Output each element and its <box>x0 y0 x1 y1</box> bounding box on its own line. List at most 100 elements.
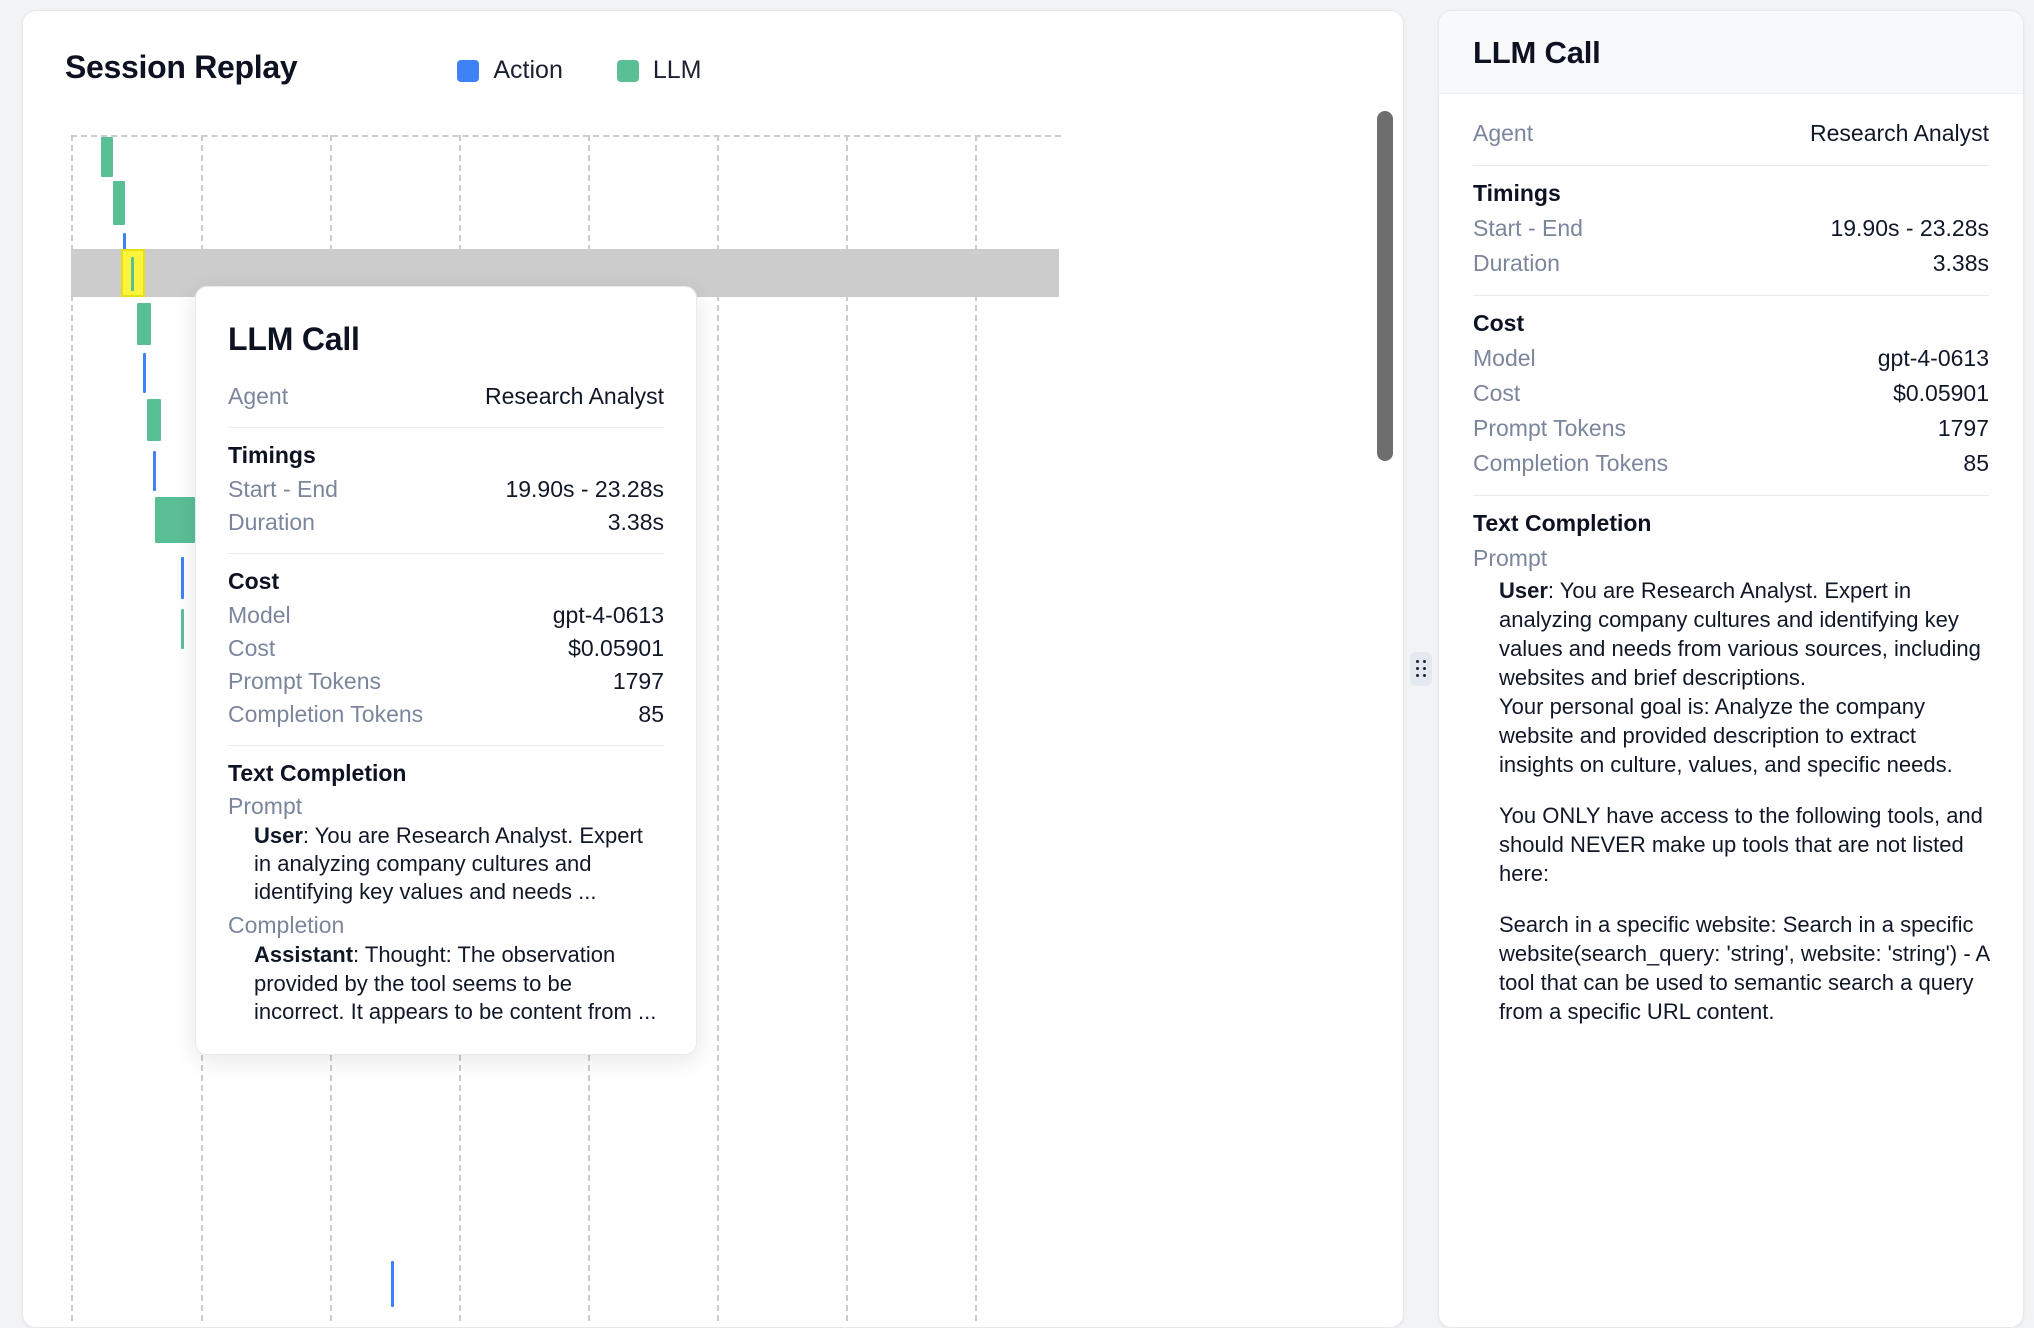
details-prompt-para-4: Search in a specific website: Search in … <box>1499 912 1990 1025</box>
timeline-bar-llm[interactable] <box>155 497 195 543</box>
details-agent-label: Agent <box>1473 120 1534 146</box>
tooltip-duration-label: Duration <box>228 509 315 535</box>
timeline-bar-llm[interactable] <box>113 181 125 225</box>
details-duration-label: Duration <box>1473 250 1560 276</box>
tooltip-duration-row: Duration 3.38s <box>228 506 664 539</box>
gridline <box>975 135 977 1321</box>
divider <box>1473 495 1989 496</box>
tooltip-prompt-label: Prompt <box>228 793 303 819</box>
tooltip-completion-role: Assistant <box>254 942 354 968</box>
grip-dot <box>1422 660 1426 663</box>
tooltip-start-end-row: Start - End 19.90s - 23.28s <box>228 473 664 506</box>
details-prompt-tokens-value: 1797 <box>1937 415 1989 441</box>
details-prompt-tokens-row: Prompt Tokens 1797 <box>1473 411 1989 446</box>
session-replay-panel: Session Replay Action LLM <box>22 10 1404 1328</box>
legend-item-action[interactable]: Action <box>457 56 563 85</box>
tooltip-agent-label: Agent <box>228 383 289 409</box>
tooltip-prompt-tokens-row: Prompt Tokens 1797 <box>228 665 664 698</box>
vertical-scrollbar[interactable] <box>1377 111 1393 1319</box>
details-header: LLM Call <box>1439 11 2023 94</box>
tooltip-prompt-role: User <box>254 823 303 848</box>
divider <box>1473 295 1989 296</box>
details-model-row: Model gpt-4-0613 <box>1473 341 1989 376</box>
drag-handle-icon[interactable] <box>1410 652 1432 686</box>
details-prompt-para-2: Your personal goal is: Analyze the compa… <box>1499 694 1953 778</box>
scrollbar-thumb[interactable] <box>1377 111 1393 461</box>
details-title: LLM Call <box>1473 35 1601 70</box>
details-text-completion-title: Text Completion <box>1473 510 1652 536</box>
details-start-end-value: 19.90s - 23.28s <box>1830 215 1989 241</box>
timeline-bar-action[interactable] <box>391 1261 394 1307</box>
span-tooltip-card: LLM Call Agent Research Analyst Timings … <box>195 286 697 1055</box>
legend-label-action: Action <box>493 56 563 84</box>
grip-dot <box>1422 667 1426 670</box>
details-completion-tokens-row: Completion Tokens 85 <box>1473 446 1989 481</box>
tooltip-completion-tokens-value: 85 <box>638 701 664 727</box>
tooltip-completion-label: Completion <box>228 912 345 939</box>
timeline-bar-llm[interactable] <box>137 303 151 345</box>
details-cost-label: Cost <box>1473 380 1521 406</box>
tooltip-cost-label: Cost <box>228 635 276 661</box>
grip-dot <box>1416 660 1419 663</box>
details-timings-title: Timings <box>1473 180 1561 206</box>
grip-dot <box>1416 667 1419 670</box>
details-model-label: Model <box>1473 345 1536 371</box>
divider <box>228 427 664 428</box>
details-prompt-role: User <box>1499 578 1548 603</box>
details-body: Agent Research Analyst Timings Start - E… <box>1439 94 2023 1026</box>
tooltip-completion-message: Assistant: Thought: The observation prov… <box>228 941 664 1025</box>
details-duration-row: Duration 3.38s <box>1473 246 1989 281</box>
details-start-end-row: Start - End 19.90s - 23.28s <box>1473 211 1989 246</box>
tooltip-completion-tokens-row: Completion Tokens 85 <box>228 698 664 731</box>
llm-swatch-icon <box>616 59 639 82</box>
tooltip-prompt-text: : You are Research Analyst. Expert in an… <box>254 823 643 905</box>
tooltip-prompt-message: User: You are Research Analyst. Expert i… <box>228 822 664 906</box>
details-prompt-para-1: User: You are Research Analyst. Expert i… <box>1499 576 1989 692</box>
tooltip-cost-title: Cost <box>228 568 280 594</box>
timeline-bar-action[interactable] <box>153 451 156 491</box>
details-prompt-text-1: : You are Research Analyst. Expert in an… <box>1499 578 1981 691</box>
tooltip-duration-value: 3.38s <box>607 509 664 535</box>
timeline-bar-action[interactable] <box>181 557 184 599</box>
timeline-grid <box>71 135 1061 1321</box>
timeline-bar-llm[interactable] <box>147 399 161 441</box>
llm-call-details-panel: LLM Call Agent Research Analyst Timings … <box>1438 10 2024 1328</box>
details-prompt-para-3: You ONLY have access to the following to… <box>1499 803 1983 887</box>
legend: Action LLM <box>457 50 701 85</box>
gridline <box>846 135 848 1321</box>
timeline-bar-llm[interactable] <box>101 137 113 177</box>
grip-dot <box>1422 674 1426 677</box>
tooltip-start-end-value: 19.90s - 23.28s <box>505 476 664 502</box>
tooltip-completion-tokens-label: Completion Tokens <box>228 701 424 727</box>
details-completion-tokens-label: Completion Tokens <box>1473 450 1669 476</box>
tooltip-cost-value: $0.05901 <box>568 635 664 661</box>
panel-splitter[interactable] <box>1404 10 1438 1328</box>
details-agent-value: Research Analyst <box>1810 120 1989 146</box>
tooltip-agent-row: Agent Research Analyst <box>228 380 664 413</box>
tooltip-text-completion-title: Text Completion <box>228 760 407 786</box>
details-prompt-label: Prompt <box>1473 545 1548 571</box>
details-cost-title: Cost <box>1473 310 1525 336</box>
tooltip-model-row: Model gpt-4-0613 <box>228 599 664 632</box>
divider <box>228 745 664 746</box>
divider <box>1473 165 1989 166</box>
gridline <box>717 135 719 1321</box>
details-cost-row: Cost $0.05901 <box>1473 376 1989 411</box>
tooltip-start-end-label: Start - End <box>228 476 338 502</box>
selected-span-bar[interactable] <box>131 257 134 291</box>
panel-header: Session Replay Action LLM <box>23 11 1403 86</box>
page-title: Session Replay <box>65 49 298 85</box>
details-duration-value: 3.38s <box>1932 250 1989 276</box>
timeline-bar-llm[interactable] <box>181 609 184 649</box>
details-model-value: gpt-4-0613 <box>1877 345 1989 371</box>
divider <box>228 553 664 554</box>
legend-item-llm[interactable]: LLM <box>616 56 701 85</box>
tooltip-model-label: Model <box>228 602 291 628</box>
paragraph-gap <box>1499 888 1989 910</box>
paragraph-gap <box>1499 779 1989 801</box>
details-start-end-label: Start - End <box>1473 215 1583 241</box>
details-agent-row: Agent Research Analyst <box>1473 116 1989 151</box>
tooltip-title: LLM Call <box>228 321 360 357</box>
timeline-bar-action[interactable] <box>143 353 146 393</box>
